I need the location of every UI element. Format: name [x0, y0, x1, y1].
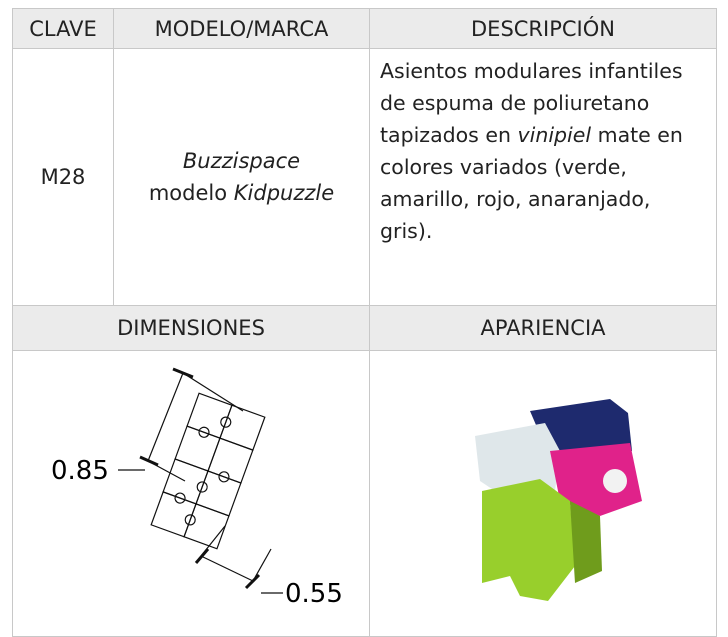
section-header: APARIENCIA [369, 305, 717, 351]
clave-cell: M28 [12, 48, 114, 306]
description: Asientos modulares infantiles de espuma … [380, 55, 708, 247]
header-cell: CLAVE [12, 8, 114, 49]
puzzle-outline [118, 367, 283, 594]
text: mate en colores variados (verde, amarill… [380, 123, 683, 243]
clave: M28 [40, 165, 86, 189]
dimensions-cell: 0.85 0.55 [12, 350, 370, 637]
header-cell: DESCRIPCIÓN [369, 8, 717, 49]
brand: Buzzispace [182, 149, 301, 173]
text-italic: vinipiel [517, 123, 592, 147]
dimension-label: 0.85 [51, 456, 109, 486]
section-header: DIMENSIONES [12, 305, 370, 351]
text: Asientos modulares infantiles de espuma … [380, 59, 683, 147]
header-cell: MODELO/MARCA [113, 8, 370, 49]
model-name: Kidpuzzle [233, 181, 335, 205]
modelo: Buzzispace modelo Kidpuzzle [149, 145, 334, 209]
dimension-drawing: 0.85 0.55 [51, 367, 343, 609]
spec-table: CLAVE MODELO/MARCA DESCRIPCIÓN M28 Buzzi… [12, 8, 717, 637]
appearance-cell [369, 350, 717, 637]
product-image [475, 399, 642, 601]
dimension-label: 0.55 [285, 579, 343, 609]
description-cell: Asientos modulares infantiles de espuma … [369, 48, 717, 306]
model-word: modelo [148, 181, 228, 205]
modelo-cell: Buzzispace modelo Kidpuzzle [113, 48, 370, 306]
